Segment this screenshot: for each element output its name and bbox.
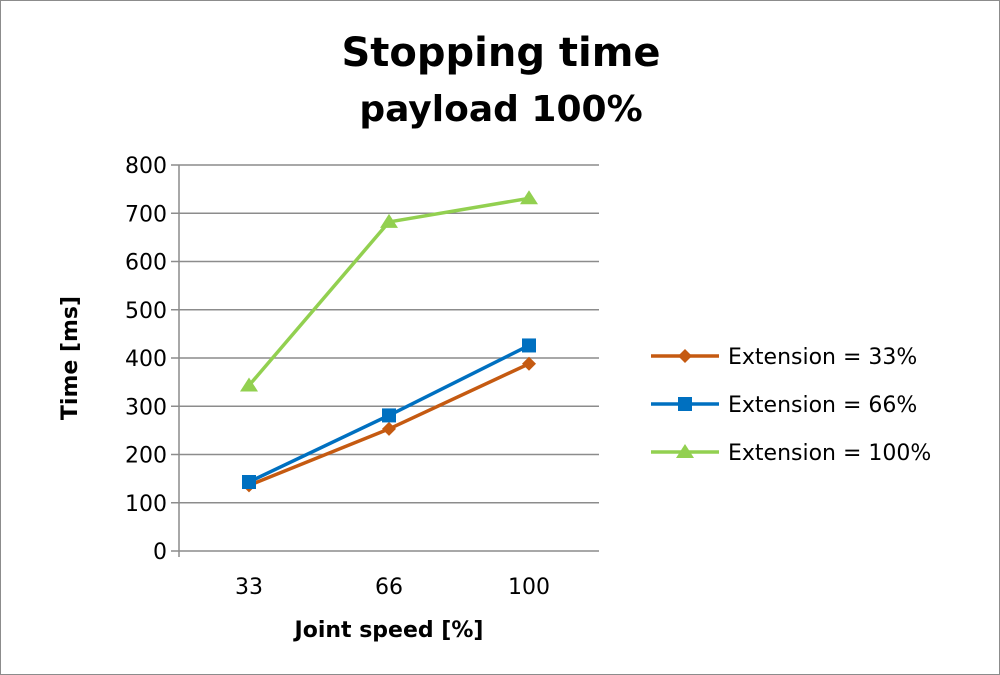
- data-point-square: [522, 338, 536, 353]
- data-point-square: [382, 408, 396, 423]
- data-point-triangle: [240, 377, 258, 392]
- data-point-square: [678, 397, 692, 411]
- x-tick-label: 33: [235, 575, 263, 600]
- legend-label: Extension = 33%: [728, 345, 917, 370]
- y-axis-label: Time [ms]: [58, 296, 83, 420]
- x-tick-label: 66: [375, 575, 403, 600]
- data-point-triangle: [676, 444, 694, 458]
- data-point-triangle: [380, 213, 398, 228]
- y-tick-label: 400: [125, 347, 167, 372]
- data-point-square: [242, 475, 256, 490]
- y-tick-label: 500: [125, 299, 167, 324]
- legend-label: Extension = 66%: [728, 393, 917, 418]
- y-tick-label: 600: [125, 251, 167, 276]
- y-tick-label: 0: [153, 540, 167, 565]
- data-point-diamond: [382, 421, 396, 436]
- chart-title: Stopping time: [341, 30, 660, 76]
- legend-label: Extension = 100%: [728, 441, 931, 466]
- data-point-diamond: [522, 356, 536, 371]
- data-point-diamond: [678, 349, 692, 363]
- x-tick-label: 100: [508, 575, 550, 600]
- data-point-triangle: [520, 190, 538, 205]
- y-tick-label: 200: [125, 444, 167, 469]
- y-tick-label: 700: [125, 202, 167, 227]
- x-axis-label: Joint speed [%]: [293, 618, 484, 643]
- y-tick-label: 300: [125, 395, 167, 420]
- y-tick-label: 800: [125, 154, 167, 179]
- y-tick-label: 100: [125, 492, 167, 517]
- chart-subtitle: payload 100%: [359, 89, 642, 130]
